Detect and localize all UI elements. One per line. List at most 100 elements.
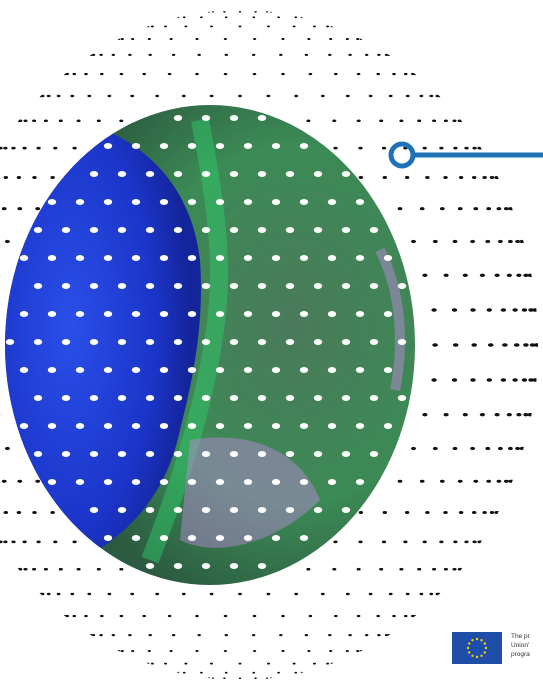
- image-dot: [257, 563, 267, 569]
- image-dot: [257, 339, 267, 345]
- sphere-dot: [279, 634, 283, 637]
- image-dot: [299, 535, 309, 541]
- sphere-dot: [4, 239, 10, 244]
- image-dot: [75, 367, 85, 373]
- sphere-dot: [281, 649, 285, 653]
- eu-star: [484, 646, 488, 650]
- image-dot: [47, 255, 57, 261]
- sphere-dot: [482, 511, 487, 514]
- image-dot: [299, 423, 309, 429]
- sphere-dot: [405, 94, 410, 98]
- image-dot: [187, 367, 197, 373]
- image-dot: [341, 227, 351, 233]
- sphere-dot: [120, 37, 124, 41]
- image-dot: [19, 367, 29, 373]
- sphere-dot: [267, 662, 270, 665]
- image-dot: [33, 339, 43, 345]
- sphere-dot: [167, 72, 172, 76]
- sphere-dot: [359, 649, 363, 653]
- sphere-dot: [40, 592, 45, 596]
- image-dot: [299, 143, 309, 149]
- sphere-dot: [384, 53, 389, 57]
- sphere-dot: [384, 634, 389, 637]
- image-dot: [103, 535, 113, 541]
- sphere-dot: [422, 146, 427, 150]
- sphere-dot: [195, 614, 199, 618]
- eu-star: [471, 639, 474, 642]
- image-dot: [229, 395, 239, 401]
- sphere-dot: [181, 94, 186, 98]
- sphere-dot: [53, 146, 58, 150]
- sphere-dot: [130, 94, 135, 98]
- sphere-dot: [403, 540, 408, 544]
- sphere-dot: [91, 634, 96, 637]
- sphere-dot: [46, 94, 51, 98]
- sphere-dot: [320, 592, 325, 596]
- image-dot: [145, 451, 155, 457]
- sphere-dot: [422, 413, 428, 417]
- sphere-dot: [388, 94, 393, 98]
- image-dot: [187, 311, 197, 317]
- image-dot: [201, 563, 211, 569]
- sphere-dot: [419, 94, 424, 98]
- sphere-dot: [507, 239, 513, 244]
- image-dot: [327, 367, 337, 373]
- image-dot: [19, 311, 29, 317]
- image-dot: [257, 115, 267, 121]
- image-dot: [355, 199, 365, 205]
- image-dot: [341, 283, 351, 289]
- image-dot: [103, 367, 113, 373]
- sphere-dot: [512, 378, 518, 382]
- image-dot: [271, 535, 281, 541]
- sphere-dot: [502, 343, 508, 347]
- image-dot: [103, 479, 113, 485]
- funding-line-1: The pr: [511, 633, 530, 640]
- image-dot: [89, 227, 99, 233]
- sphere-dot: [379, 119, 384, 123]
- sphere-dot: [486, 378, 492, 382]
- sphere-dot: [65, 72, 70, 76]
- image-dot: [173, 563, 183, 569]
- sphere-dot: [528, 378, 534, 382]
- sphere-dot: [377, 53, 381, 57]
- sphere-dot: [4, 446, 10, 451]
- sphere-dot: [500, 378, 507, 382]
- sphere-dot: [58, 567, 63, 571]
- image-dot: [131, 255, 141, 261]
- image-dot: [243, 311, 253, 317]
- image-dot: [341, 507, 351, 513]
- sphere-dot: [432, 119, 437, 123]
- sphere-dot: [197, 634, 201, 637]
- sphere-dot: [470, 308, 476, 312]
- sphere-dot: [171, 53, 176, 57]
- sphere-dot: [529, 343, 536, 347]
- sphere-dot: [431, 308, 437, 312]
- image-dot: [187, 143, 197, 149]
- image-dot: [117, 339, 127, 345]
- sphere-dot: [382, 511, 388, 514]
- sphere-dot: [72, 614, 77, 618]
- image-dot: [355, 423, 365, 429]
- image-dot: [341, 171, 351, 177]
- eu-star: [480, 654, 483, 657]
- sphere-dot: [358, 540, 363, 544]
- image-dot: [383, 255, 393, 261]
- sphere-dot: [478, 146, 484, 150]
- image-dot: [187, 423, 197, 429]
- sphere-dot: [128, 634, 132, 637]
- sphere-dot: [345, 94, 350, 98]
- image-dot: [243, 199, 253, 205]
- sphere-dot: [72, 72, 77, 76]
- image-dot: [383, 311, 393, 317]
- sphere-dot: [224, 53, 228, 57]
- image-dot: [257, 507, 267, 513]
- image-dot: [299, 311, 309, 317]
- sphere-dot: [417, 119, 422, 123]
- sphere-dot: [496, 479, 502, 483]
- image-dot: [257, 451, 267, 457]
- eu-star: [483, 642, 486, 645]
- sphere-dot: [35, 479, 41, 483]
- sphere-dot: [320, 94, 325, 98]
- image-dot: [229, 227, 239, 233]
- image-dot: [201, 395, 211, 401]
